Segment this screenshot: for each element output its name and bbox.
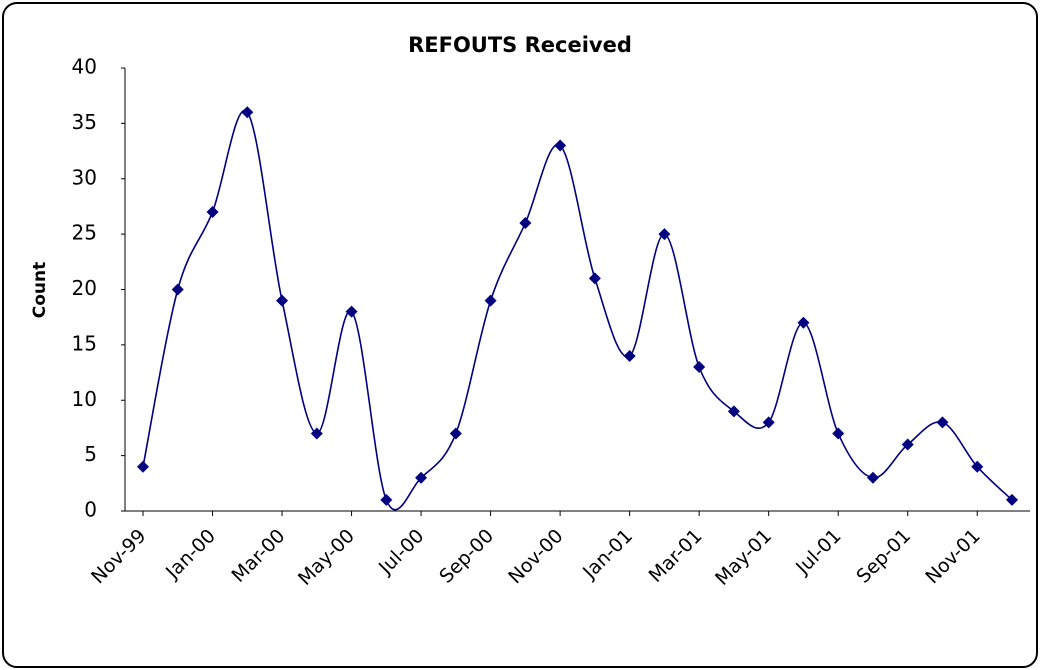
y-tick-label: 35 <box>72 110 97 134</box>
line <box>142 109 1013 511</box>
y-tick-label: 0 <box>84 498 97 522</box>
marker <box>345 305 358 318</box>
marker <box>588 272 601 285</box>
marker <box>727 405 740 418</box>
marker <box>936 416 949 429</box>
chart-title: REFOUTS Received <box>408 33 632 57</box>
y-tick-label: 5 <box>84 442 97 466</box>
marker <box>137 460 149 473</box>
marker <box>762 416 775 429</box>
marker <box>658 228 671 241</box>
marker <box>276 294 289 307</box>
marker <box>901 438 914 451</box>
y-tick-label: 25 <box>72 221 97 245</box>
marker <box>241 106 254 119</box>
y-tick-label: 10 <box>72 387 97 411</box>
y-axis-label: Count <box>30 262 50 319</box>
marker <box>310 427 323 440</box>
marker <box>797 316 810 329</box>
marker <box>623 349 636 362</box>
marker <box>484 294 497 307</box>
marker <box>206 205 219 218</box>
y-tick-label: 40 <box>72 55 97 79</box>
y-tick-label: 30 <box>72 165 97 189</box>
marker <box>415 471 428 484</box>
marker <box>519 217 532 230</box>
marker <box>832 427 845 440</box>
marker <box>380 493 393 506</box>
marker <box>693 361 706 374</box>
marker <box>554 139 567 152</box>
marker <box>1006 493 1018 506</box>
marker <box>449 427 462 440</box>
marker <box>971 460 984 473</box>
marker <box>866 471 879 484</box>
y-tick-label: 20 <box>72 276 97 300</box>
y-tick-label: 15 <box>72 331 97 355</box>
marker <box>171 283 184 296</box>
